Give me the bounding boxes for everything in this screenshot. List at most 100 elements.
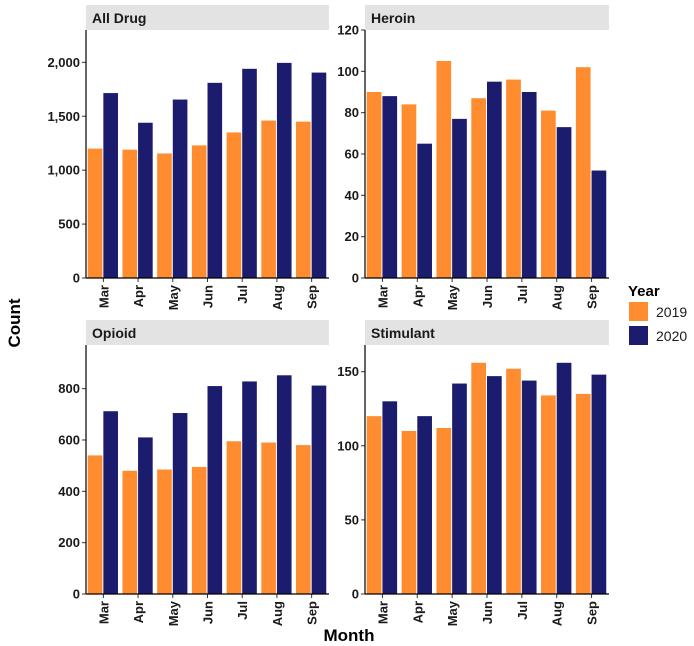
legend-label-2019: 2019 <box>656 304 687 320</box>
bar-2019-sep <box>575 393 591 594</box>
x-tick-label: Sep <box>585 601 600 625</box>
bar-2020-jul <box>521 380 537 594</box>
x-tick-label: Mar <box>96 285 111 308</box>
bar-2020-aug <box>556 127 572 278</box>
y-tick-label: 60 <box>345 147 359 162</box>
bar-2019-aug <box>261 120 276 278</box>
y-tick-label: 0 <box>352 587 359 602</box>
bar-2020-may <box>452 118 467 279</box>
bar-2020-sep <box>591 170 607 278</box>
bar-2020-jul <box>242 68 257 278</box>
x-tick-label: Mar <box>96 601 111 624</box>
x-tick-label: Sep <box>305 601 320 625</box>
bar-2020-jul <box>242 381 257 594</box>
panel-all-drug: All Drug Mar Apr May Jun Jul Aug Sep 0 500 1,000 1,… <box>47 5 329 310</box>
bar-2020-jun <box>487 376 502 595</box>
bar-2020-apr <box>138 122 153 278</box>
bar-2020-jul <box>521 92 537 278</box>
bar-2020-may <box>452 383 467 594</box>
bar-2020-apr <box>417 416 432 594</box>
y-tick-label: 20 <box>345 229 359 244</box>
x-tick-label: Jul <box>235 285 250 304</box>
bar-2019-sep <box>296 121 311 279</box>
x-tick-label: May <box>445 284 460 310</box>
bar-2019-sep <box>296 445 311 594</box>
x-tick-label: Jul <box>515 285 530 304</box>
x-tick-label: Apr <box>410 285 425 307</box>
panel-opioid: Opioid Mar Apr May Jun Jul Aug Sep 0 200 400 600 800 <box>58 320 329 626</box>
y-tick-label: 150 <box>337 364 359 379</box>
bar-2020-mar <box>103 411 118 594</box>
strip-background <box>365 320 609 345</box>
bar-2020-jun <box>207 386 223 594</box>
bar-2020-jun <box>207 82 223 278</box>
y-tick-label: 50 <box>345 512 359 527</box>
bar-2019-may <box>157 469 172 594</box>
bar-2019-apr <box>401 104 417 279</box>
bar-2019-jun <box>191 466 207 594</box>
x-tick-label: Aug <box>270 601 285 626</box>
legend: Year 2019 2020 <box>628 283 687 345</box>
panel-stimulant: Stimulant Mar Apr May Jun Jul Aug Sep 0 50 100 150 <box>337 320 609 626</box>
bar-2020-mar <box>382 96 398 278</box>
strip-background <box>86 5 329 30</box>
x-tick-label: Aug <box>550 601 565 626</box>
legend-key-2019 <box>629 302 648 321</box>
x-tick-label: Jul <box>515 601 530 620</box>
bar-2020-mar <box>382 401 398 594</box>
bar-2019-jun <box>471 98 486 278</box>
legend-label-2020: 2020 <box>656 328 687 344</box>
panel-title: Stimulant <box>371 325 435 341</box>
bar-2020-apr <box>417 143 432 278</box>
bar-2019-jun <box>191 145 207 278</box>
y-tick-label: 400 <box>58 484 80 499</box>
x-tick-label: Sep <box>585 285 600 309</box>
bar-2019-jul <box>506 368 521 594</box>
bar-2020-aug <box>276 62 292 278</box>
y-tick-label: 1,000 <box>47 163 80 178</box>
panel-title: Opioid <box>92 325 136 341</box>
x-axis-title: Month <box>324 626 375 645</box>
bar-2019-apr <box>122 470 138 594</box>
x-tick-label: May <box>166 600 181 626</box>
bar-2019-aug <box>541 395 556 594</box>
x-tick-label: Jun <box>201 601 216 624</box>
x-tick-label: Apr <box>131 601 146 623</box>
bar-2020-may <box>172 99 188 278</box>
x-tick-label: Jun <box>480 601 495 624</box>
x-tick-label: Apr <box>410 601 425 623</box>
bar-2019-sep <box>575 67 591 278</box>
x-tick-label: Apr <box>131 285 146 307</box>
bar-2020-jun <box>487 81 502 278</box>
bar-2019-jul <box>226 132 242 278</box>
panel-title: Heroin <box>371 10 415 26</box>
bar-2019-mar <box>366 416 382 594</box>
strip-background <box>86 320 329 345</box>
bar-2020-aug <box>276 375 292 594</box>
x-tick-label: Mar <box>375 601 390 624</box>
y-tick-label: 200 <box>58 535 80 550</box>
x-tick-label: Sep <box>305 285 320 309</box>
y-axis-title: Count <box>5 298 24 347</box>
y-tick-label: 0 <box>73 587 80 602</box>
panel-heroin: Heroin Mar Apr May Jun Jul Aug Sep 0 20 40 60 80 100 1… <box>337 5 609 310</box>
x-tick-label: May <box>166 284 181 310</box>
y-tick-label: 40 <box>345 188 359 203</box>
bar-2019-mar <box>87 455 103 594</box>
y-tick-label: 100 <box>337 64 359 79</box>
bar-2019-may <box>157 153 172 278</box>
x-tick-label: Jul <box>235 601 250 620</box>
x-tick-label: Aug <box>270 285 285 310</box>
panel-title: All Drug <box>92 10 146 26</box>
bar-2019-jul <box>506 79 521 278</box>
bar-2020-aug <box>556 362 572 594</box>
bar-2019-aug <box>261 442 276 594</box>
y-tick-label: 600 <box>58 432 80 447</box>
bar-2019-jun <box>471 362 486 594</box>
y-tick-label: 0 <box>73 271 80 286</box>
y-tick-label: 2,000 <box>47 55 80 70</box>
legend-title: Year <box>628 283 660 300</box>
y-tick-label: 500 <box>58 217 80 232</box>
